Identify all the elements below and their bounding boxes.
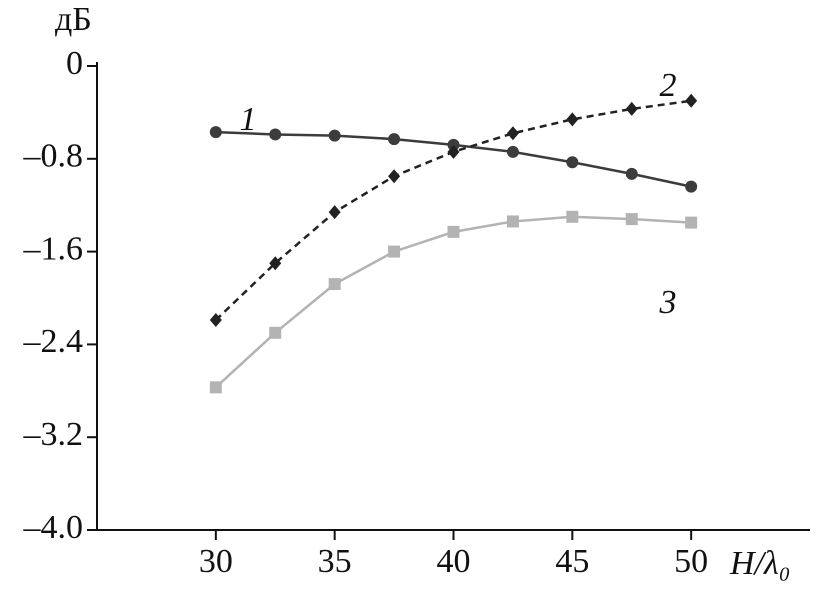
point <box>269 326 282 339</box>
x-tick-label: 35 <box>318 543 352 580</box>
point <box>506 145 519 158</box>
series-label: 2 <box>660 67 677 104</box>
point <box>447 225 460 238</box>
point <box>388 245 401 258</box>
y-tick-label: –2.4 <box>23 323 84 360</box>
point <box>566 156 579 169</box>
point <box>625 167 638 180</box>
point <box>388 169 401 184</box>
point <box>328 278 341 291</box>
point <box>685 93 698 108</box>
y-tick-label: –3.2 <box>23 416 84 453</box>
series-label: 3 <box>659 284 677 321</box>
series-label: 1 <box>240 101 257 138</box>
point <box>209 381 222 394</box>
point <box>566 210 579 223</box>
point <box>269 128 282 141</box>
y-tick-label: –0.8 <box>23 138 84 175</box>
y-tick-label: –1.6 <box>23 230 84 267</box>
x-tick-label: 45 <box>555 543 589 580</box>
point <box>625 101 638 116</box>
point <box>506 126 519 141</box>
point <box>506 215 519 228</box>
point <box>269 256 282 271</box>
point <box>388 133 401 146</box>
point <box>566 112 579 127</box>
point <box>685 216 698 229</box>
x-tick-label: 50 <box>674 543 708 580</box>
point <box>625 213 638 226</box>
y-axis-label: дБ <box>55 1 92 38</box>
point <box>209 126 222 139</box>
y-tick-label: 0 <box>66 45 83 82</box>
point <box>328 205 341 220</box>
point <box>447 144 460 159</box>
point <box>685 180 698 193</box>
x-axis-label: H/λ₀ <box>729 545 791 582</box>
point <box>209 313 222 328</box>
point <box>328 129 341 142</box>
x-tick-label: 40 <box>437 543 471 580</box>
series-line <box>214 215 692 389</box>
x-tick-label: 30 <box>199 543 233 580</box>
y-tick-label: –4.0 <box>23 509 84 546</box>
